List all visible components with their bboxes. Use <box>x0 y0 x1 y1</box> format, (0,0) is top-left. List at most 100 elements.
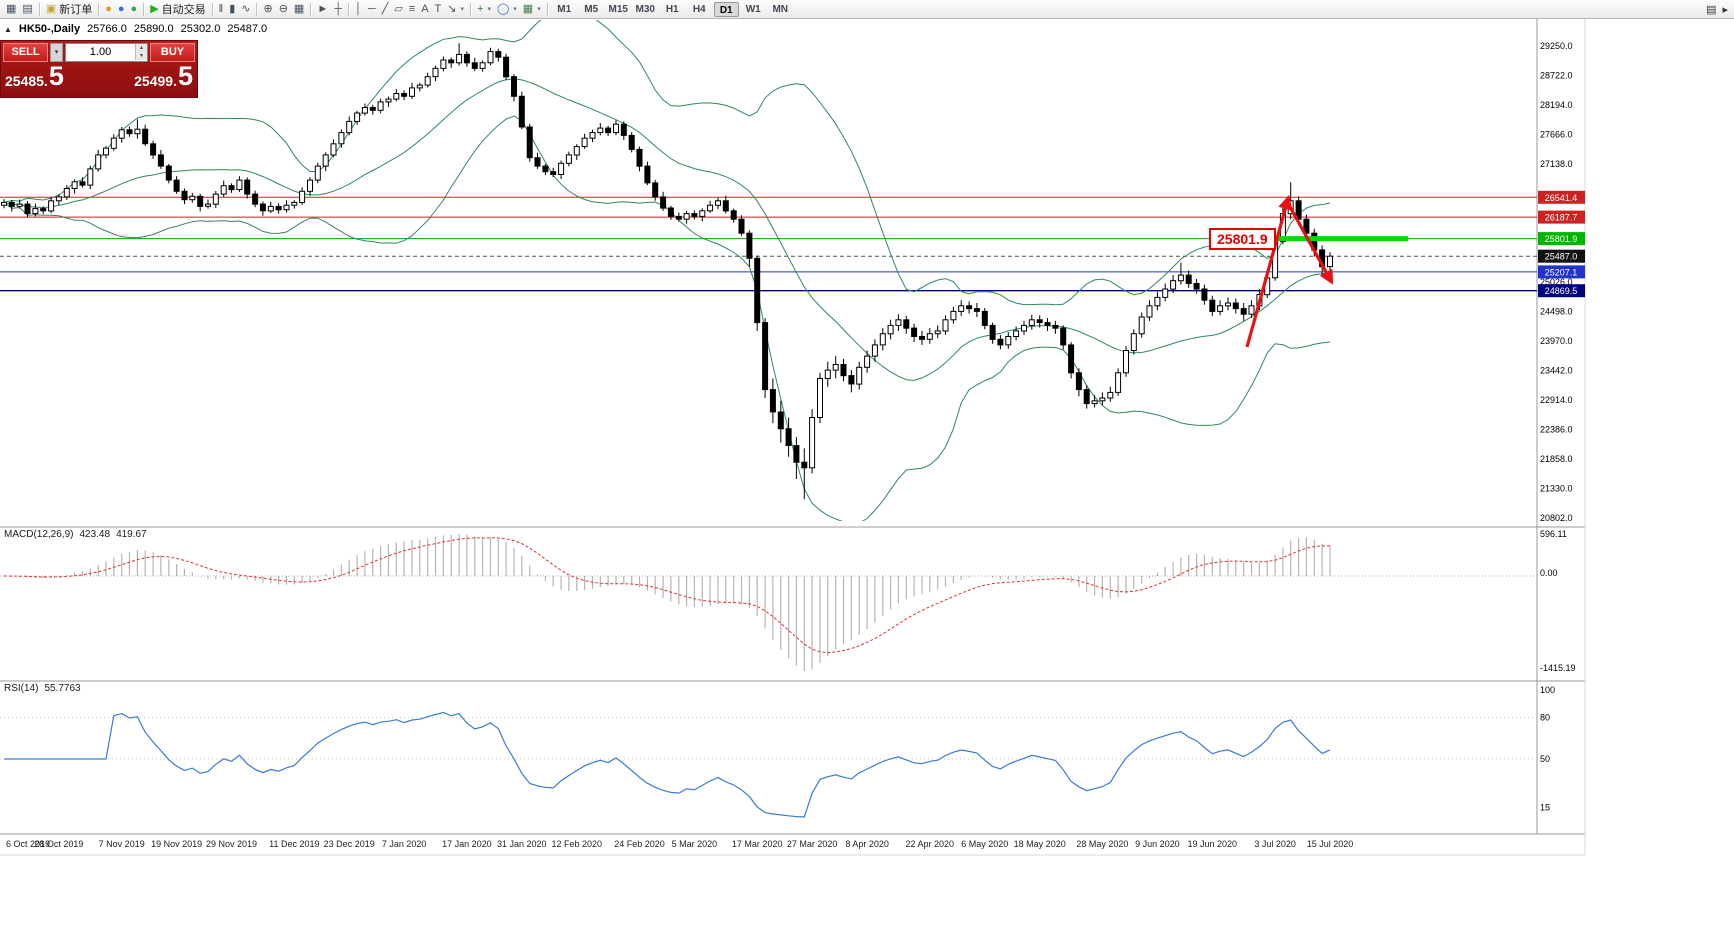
text-button[interactable]: A <box>418 1 431 18</box>
collapse-button[interactable]: ▸ <box>1722 3 1728 16</box>
candle-body <box>322 154 329 167</box>
candle-body <box>205 203 211 207</box>
timeframe-M1[interactable]: M1 <box>557 3 572 15</box>
candle-body <box>636 148 643 167</box>
candle-body <box>181 190 188 201</box>
timeframe-H4[interactable]: H4 <box>692 3 706 15</box>
buy-button[interactable]: BUY <box>150 42 195 62</box>
price-tag-25801.9 <box>1538 232 1585 246</box>
candle-body <box>1130 333 1137 352</box>
new-order-button[interactable]: ▣ 新订单 <box>45 2 93 16</box>
cursor-button[interactable]: ► <box>314 1 331 18</box>
template-button[interactable]: ▦ ▾ <box>520 1 544 18</box>
trend-arrow-down[interactable] <box>1287 204 1334 285</box>
svg-text:25487.0: 25487.0 <box>1545 252 1578 262</box>
timeframe-M15[interactable]: M15 <box>608 3 628 15</box>
autotrading-button[interactable]: ▶ 自动交易 <box>150 2 206 16</box>
candlestick-chart-button[interactable]: ▮ <box>226 1 238 18</box>
timeframe-W1[interactable]: W1 <box>745 3 761 15</box>
candle-body <box>79 181 86 186</box>
candlestick-chart-icon: ▮ <box>229 2 236 15</box>
horizontal-line-button[interactable]: ─ <box>365 1 379 18</box>
candle-body <box>848 375 855 385</box>
candle-body <box>1013 330 1020 337</box>
timeframe-M30[interactable]: M30 <box>635 3 655 15</box>
rsi-value: 55.7763 <box>44 683 81 694</box>
line-chart-button[interactable]: ∿ <box>238 1 253 18</box>
svg-text:24 Feb 2020: 24 Feb 2020 <box>614 839 665 849</box>
dock-button[interactable]: ▤ <box>1706 3 1717 16</box>
candle-body <box>1068 344 1075 374</box>
candle-body <box>103 147 109 156</box>
svg-text:5 Mar 2020: 5 Mar 2020 <box>672 839 718 849</box>
navigator-button[interactable]: ● <box>128 1 141 18</box>
candle-body <box>87 168 94 186</box>
candle-body <box>495 51 502 58</box>
sell-button[interactable]: SELL <box>3 42 48 62</box>
profiles-button[interactable]: ▤ <box>19 1 35 18</box>
price-callout[interactable]: 25801.9 <box>1209 228 1276 250</box>
add-indicator-button[interactable]: + ▾ <box>474 1 494 18</box>
candle-body <box>785 428 792 447</box>
timeframe-H1[interactable]: H1 <box>665 3 679 15</box>
timeframe-D1[interactable]: D1 <box>713 1 739 17</box>
svg-text:3 Jul 2020: 3 Jul 2020 <box>1254 839 1296 849</box>
candle-body <box>134 128 141 135</box>
svg-text:23970.0: 23970.0 <box>1540 336 1573 346</box>
zoom-out-button[interactable]: ⊖ <box>276 1 291 18</box>
candle-body <box>769 389 776 413</box>
volume-input[interactable] <box>66 44 135 60</box>
svg-text:15 Jul 2020: 15 Jul 2020 <box>1307 839 1354 849</box>
history-center-button[interactable]: ● <box>102 1 115 18</box>
tile-windows-button[interactable]: ▦ <box>291 1 307 18</box>
text-label-button[interactable]: T <box>432 1 445 18</box>
crosshair-button[interactable]: ┼ <box>331 1 345 18</box>
equidistant-channel-button[interactable]: ▱ <box>391 1 405 18</box>
support-zone-bar[interactable] <box>1270 236 1408 242</box>
autotrading-icon: ▶ <box>150 2 159 15</box>
candle-body <box>314 165 321 181</box>
trendline-button[interactable]: ╱ <box>379 1 392 18</box>
svg-text:28194.0: 28194.0 <box>1540 100 1573 110</box>
volume-down-button[interactable]: ▾ <box>136 52 147 60</box>
candle-body <box>565 154 572 164</box>
candle-body <box>1162 288 1169 298</box>
candle-body <box>393 93 400 100</box>
zoom-in-button[interactable]: ⊕ <box>260 1 275 18</box>
candle-body <box>1060 327 1067 346</box>
candle-body <box>1052 324 1059 329</box>
chevron-down-icon: ▾ <box>513 6 517 13</box>
objects-list-button[interactable]: ◯ ▾ <box>494 1 520 18</box>
svg-text:25207.1: 25207.1 <box>1545 267 1578 277</box>
new-chart-button[interactable]: ▦ <box>3 1 19 18</box>
vertical-line-button[interactable]: │ <box>352 1 365 18</box>
new-chart-icon: ▦ <box>6 2 17 15</box>
timeframe-MN[interactable]: MN <box>772 3 788 15</box>
bollinger-lower-band <box>3 115 1331 521</box>
fibonacci-icon: ≡ <box>408 2 416 15</box>
candle-body <box>534 157 541 167</box>
candle-body <box>1123 350 1129 374</box>
svg-text:20802.0: 20802.0 <box>1540 513 1573 523</box>
candle-body <box>1083 389 1090 405</box>
svg-text:26187.7: 26187.7 <box>1545 213 1578 223</box>
volume-dropdown-button[interactable]: ▾ <box>50 42 63 62</box>
candle-body <box>142 128 149 145</box>
ohlc-close: 25487.0 <box>227 23 268 35</box>
candle-body <box>989 324 996 340</box>
fibonacci-button[interactable]: ≡ <box>406 1 418 18</box>
candle-body <box>1005 336 1012 346</box>
arrow-objects-button[interactable]: ↘ ▾ <box>444 1 467 18</box>
volume-up-button[interactable]: ▴ <box>136 44 147 52</box>
candle-body <box>165 165 172 181</box>
candle-body <box>236 179 243 191</box>
timeframe-M5[interactable]: M5 <box>584 3 599 15</box>
candle-body <box>463 53 470 64</box>
market-watch-button[interactable]: ● <box>115 1 128 18</box>
trend-arrow-up[interactable] <box>1245 194 1293 348</box>
candle-body <box>1021 324 1027 332</box>
svg-text:-1415.19: -1415.19 <box>1540 663 1576 673</box>
svg-text:22386.0: 22386.0 <box>1540 425 1573 435</box>
bar-chart-button[interactable]: ‖ <box>216 1 227 18</box>
